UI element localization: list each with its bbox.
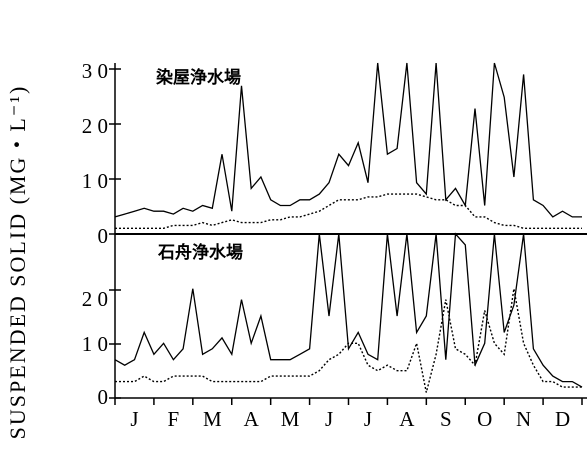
- top-ytick-20: 2 0: [82, 114, 108, 138]
- bottom-series-group: [114, 232, 583, 393]
- bottom-series-1-solid-line: [114, 232, 583, 388]
- month-label-4: A: [244, 407, 260, 431]
- month-label-11: N: [516, 407, 531, 431]
- axes: [109, 63, 587, 405]
- month-label-9: S: [440, 407, 452, 431]
- bottom-ytick-20: 2 0: [82, 287, 108, 311]
- top-series-group: [114, 62, 582, 230]
- bottom-ytick-10: 1 0: [82, 332, 108, 356]
- top-panel: 染屋浄水場 3 0 2 0 1 0 0: [82, 59, 582, 248]
- top-panel-title: 染屋浄水場: [156, 67, 241, 87]
- month-label-12: D: [555, 407, 570, 431]
- month-label-8: A: [399, 407, 415, 431]
- bottom-series-2-dotted-line: [115, 288, 582, 393]
- month-label-7: J: [364, 407, 372, 431]
- top-series-1-solid-line: [114, 62, 582, 218]
- month-label-2: F: [168, 407, 180, 431]
- month-label-3: M: [203, 407, 222, 431]
- top-ytick-30: 3 0: [82, 59, 108, 83]
- bottom-panel-title: 石舟浄水場: [157, 242, 243, 262]
- month-label-6: J: [325, 407, 333, 431]
- month-label-1: J: [130, 407, 138, 431]
- top-series-2-dotted-line: [115, 193, 582, 230]
- bottom-panel: 石舟浄水場 2 0 1 0 0: [82, 232, 583, 409]
- top-ytick-0: 0: [98, 224, 109, 248]
- month-label-10: O: [477, 407, 492, 431]
- y-axis-label: SUSPENDED SOLID (MG・L⁻¹): [5, 85, 30, 440]
- month-label-5: M: [281, 407, 300, 431]
- top-ytick-10: 1 0: [82, 169, 108, 193]
- bottom-ytick-0: 0: [98, 385, 109, 409]
